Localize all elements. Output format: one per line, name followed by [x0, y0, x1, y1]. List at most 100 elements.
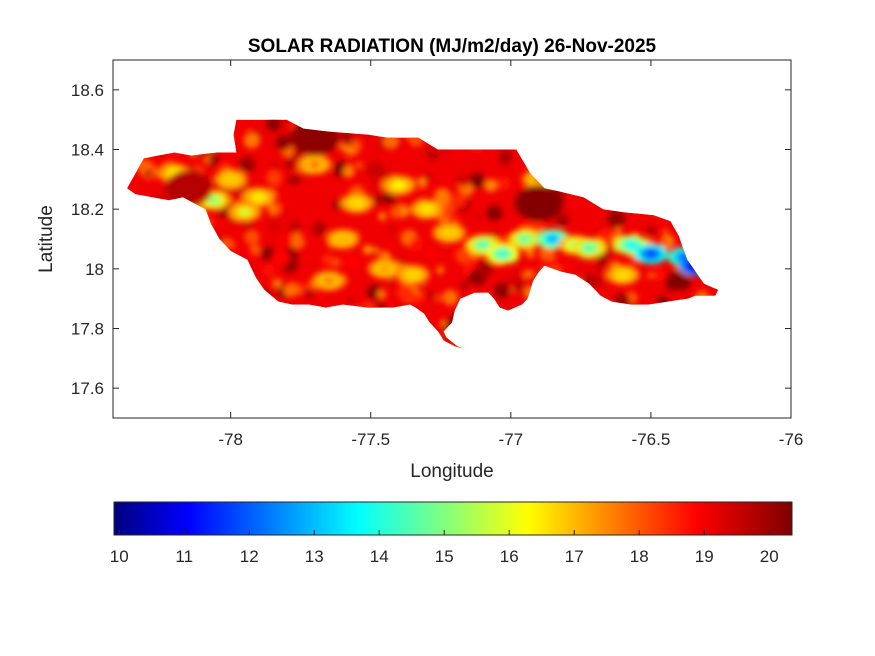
heat-cell — [499, 153, 511, 165]
heat-cell — [473, 213, 481, 221]
heat-feature — [378, 264, 391, 273]
heat-cell — [279, 234, 293, 248]
heat-cell — [674, 274, 691, 291]
colorbar-tick-label: 16 — [500, 547, 519, 566]
heat-cell — [523, 220, 535, 232]
heat-cell — [614, 226, 622, 235]
heat-cell — [289, 160, 297, 168]
heat-cell — [424, 248, 435, 259]
y-tick-label: 17.8 — [71, 320, 104, 339]
heat-cell — [239, 156, 256, 173]
heat-cell — [512, 279, 526, 293]
heat-cell — [412, 297, 419, 304]
heat-cell — [312, 221, 326, 236]
heat-cell — [539, 245, 556, 262]
heat-feature — [514, 185, 563, 222]
heat-cell — [362, 244, 373, 255]
heat-cell — [531, 219, 544, 232]
colorbar-tick-label: 18 — [630, 547, 649, 566]
heat-cell — [493, 282, 510, 299]
y-tick-label: 17.6 — [71, 379, 104, 398]
heat-feature — [625, 241, 638, 249]
colorbar-tick-label: 15 — [435, 547, 454, 566]
heat-cell — [455, 247, 472, 264]
heat-feature — [476, 241, 489, 249]
colorbar-tick-label: 12 — [240, 547, 259, 566]
x-tick-label: -76 — [779, 430, 804, 449]
heat-cell — [371, 194, 382, 206]
heat-cell — [271, 162, 279, 170]
y-tick-label: 18 — [85, 260, 104, 279]
heat-cell — [428, 150, 439, 161]
heat-cell — [484, 179, 498, 192]
heat-cell — [283, 283, 298, 298]
heat-cell — [654, 270, 665, 281]
colorbar-tick-label: 17 — [565, 547, 584, 566]
heat-cell — [378, 212, 387, 221]
heat-feature — [350, 199, 363, 208]
heat-cell — [266, 169, 282, 186]
heat-cell — [350, 140, 362, 152]
axes-box — [112, 59, 792, 419]
heat-feature — [392, 181, 405, 190]
x-tick-label: -77.5 — [351, 430, 390, 449]
heat-cell — [267, 219, 282, 234]
heat-cell — [417, 177, 428, 187]
heat-cell — [366, 161, 385, 179]
heat-cell — [424, 174, 432, 181]
colorbar-tick-label: 10 — [110, 547, 129, 566]
heat-cell — [467, 284, 478, 295]
heat-feature — [224, 175, 237, 184]
heat-feature — [616, 270, 629, 279]
heat-cell — [322, 254, 334, 266]
heat-cell — [288, 221, 301, 234]
heat-cell — [143, 160, 151, 167]
heat-feature — [644, 249, 657, 258]
heat-feature — [308, 160, 321, 169]
heat-cell — [209, 153, 219, 164]
heat-feature — [207, 196, 220, 205]
heat-cell — [423, 147, 432, 156]
heat-cell — [456, 173, 470, 187]
heat-cell — [451, 217, 460, 226]
y-tick-label: 18.6 — [71, 81, 104, 100]
heat-cell — [243, 132, 260, 149]
heat-cell — [593, 261, 606, 274]
heat-cell — [342, 165, 355, 178]
heat-feature — [322, 276, 335, 285]
heat-feature — [252, 193, 265, 202]
heat-cell — [267, 202, 280, 215]
heat-feature — [420, 205, 433, 214]
heat-feature — [164, 170, 213, 207]
heat-cell — [576, 264, 584, 272]
heat-cell — [271, 278, 283, 289]
colorbar-gradient — [113, 501, 793, 536]
heat-feature — [496, 249, 509, 258]
colorbar-tick-label: 11 — [175, 547, 193, 566]
heat-cell — [442, 289, 459, 306]
colorbar: 10 11 12 13 14 15 16 17 18 19 20 — [110, 501, 793, 566]
heat-cell — [434, 294, 442, 302]
colorbar-tick-label: 19 — [695, 547, 714, 566]
x-tick-label: -76.5 — [632, 430, 671, 449]
heat-feature — [336, 235, 349, 243]
y-axis-label: Latitude — [36, 205, 57, 273]
heat-feature — [518, 235, 531, 243]
heat-cell — [452, 193, 466, 207]
heat-cell — [598, 228, 615, 245]
heat-cell — [250, 244, 261, 256]
heat-cell — [428, 292, 435, 299]
heat-cell — [607, 210, 626, 228]
heat-cell — [347, 296, 354, 304]
heat-cell — [645, 225, 657, 236]
x-tick-label: -77 — [499, 430, 524, 449]
heat-cell — [486, 205, 503, 221]
colorbar-tick-label: 13 — [305, 547, 324, 566]
heat-cell — [661, 239, 668, 246]
heat-cell — [476, 260, 493, 278]
heat-cell — [600, 273, 607, 280]
heat-cell — [271, 248, 290, 267]
heat-cell — [300, 235, 307, 242]
heat-cell — [478, 199, 486, 207]
